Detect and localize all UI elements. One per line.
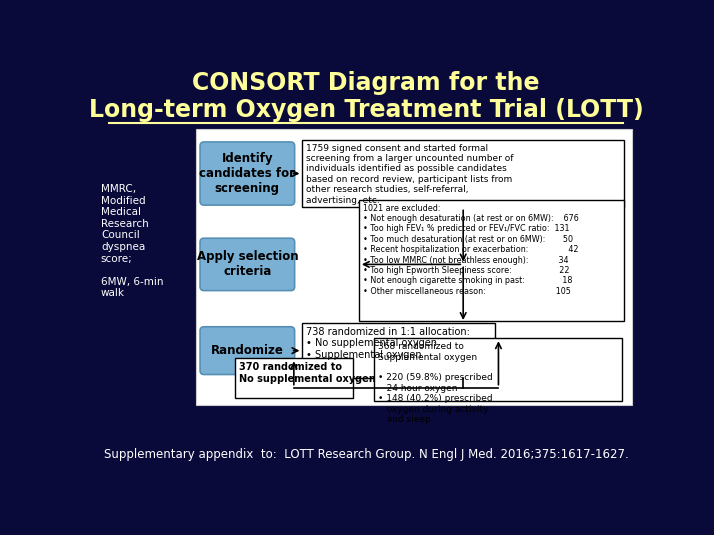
Text: Identify
candidates for
screening: Identify candidates for screening <box>199 152 296 195</box>
Text: Supplementary appendix  to:  LOTT Research Group. N Engl J Med. 2016;375:1617-16: Supplementary appendix to: LOTT Research… <box>104 448 628 461</box>
FancyBboxPatch shape <box>200 238 295 291</box>
FancyBboxPatch shape <box>359 200 624 322</box>
Text: 368 randomized to
Supplemental oxygen

• 220 (59.8%) prescribed
   24 hour oxyge: 368 randomized to Supplemental oxygen • … <box>378 342 493 424</box>
Text: 1759 signed consent and started formal
screening from a larger uncounted number : 1759 signed consent and started formal s… <box>306 143 514 204</box>
Text: CONSORT Diagram for the
Long-term Oxygen Treatment Trial (LOTT): CONSORT Diagram for the Long-term Oxygen… <box>89 71 643 123</box>
Text: Apply selection
criteria: Apply selection criteria <box>196 250 298 278</box>
Text: 738 randomized in 1:1 allocation:
• No supplemental oxygen
• Supplemental oxygen: 738 randomized in 1:1 allocation: • No s… <box>306 327 470 360</box>
FancyBboxPatch shape <box>302 323 495 378</box>
FancyBboxPatch shape <box>196 129 632 404</box>
FancyBboxPatch shape <box>235 358 353 399</box>
Text: Randomize: Randomize <box>211 344 283 357</box>
Text: 370 randomized to
No supplemental oxygen: 370 randomized to No supplemental oxygen <box>238 362 376 384</box>
Text: MMRC,
Modified
Medical
Research
Council
dyspnea
score;

6MW, 6-min
walk: MMRC, Modified Medical Research Council … <box>101 184 164 299</box>
FancyBboxPatch shape <box>374 338 623 401</box>
FancyBboxPatch shape <box>200 142 295 205</box>
FancyBboxPatch shape <box>200 327 295 374</box>
FancyBboxPatch shape <box>302 140 624 208</box>
Text: 1021 are excluded:
• Not enough desaturation (at rest or on 6MW):    676
• Too h: 1021 are excluded: • Not enough desatura… <box>363 204 578 296</box>
